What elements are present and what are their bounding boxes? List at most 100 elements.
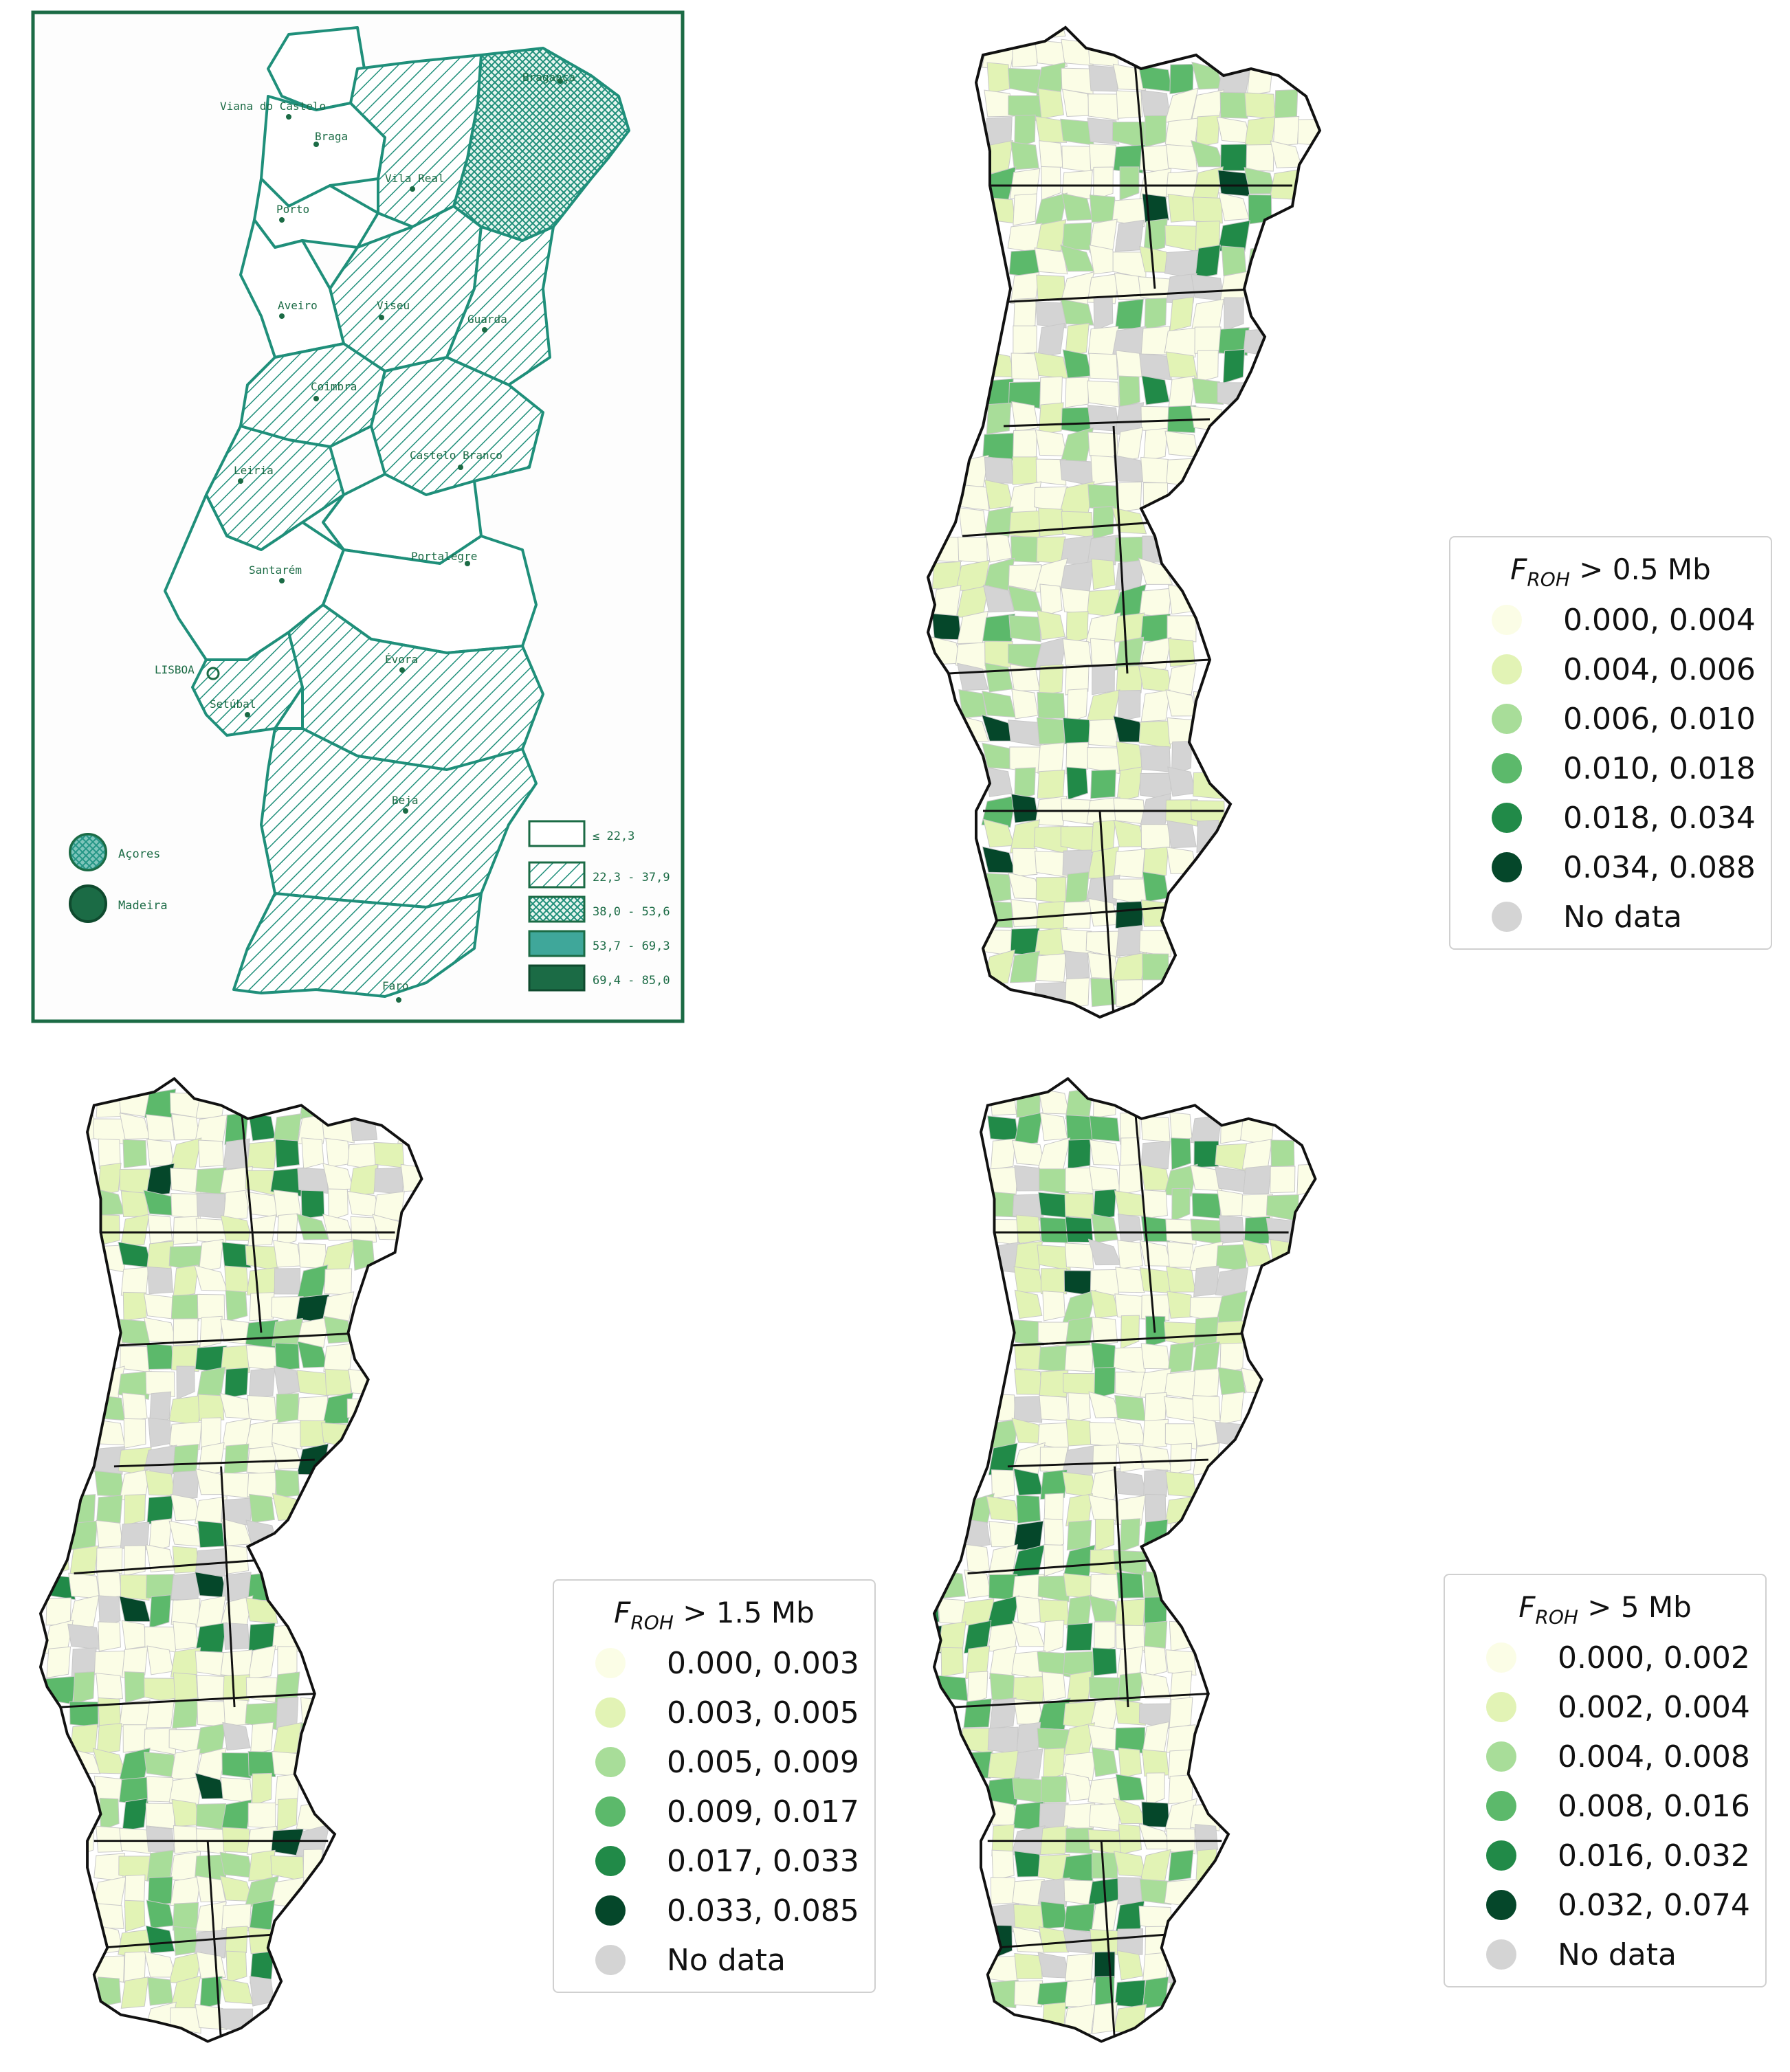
municipality (1041, 1671, 1066, 1702)
municipality (1014, 1289, 1043, 1319)
municipality (1064, 1344, 1094, 1372)
municipality (1065, 742, 1089, 775)
municipality (121, 1620, 148, 1650)
municipality (373, 1141, 405, 1168)
municipality (1035, 850, 1068, 878)
municipality (249, 1292, 275, 1322)
municipality (169, 1137, 202, 1171)
municipality (1194, 1823, 1219, 1855)
municipality (223, 1443, 250, 1475)
municipality (456, 1341, 475, 1373)
legend-swatch (1486, 1741, 1516, 1772)
district-boundary (996, 287, 1266, 304)
legend-swatch (1486, 1642, 1516, 1673)
municipality (1116, 481, 1142, 513)
municipality (98, 1697, 122, 1728)
legend-swatch (1486, 1890, 1516, 1920)
municipality (1140, 1672, 1171, 1699)
municipality (221, 1242, 252, 1269)
municipality (1012, 1777, 1045, 1804)
legend-item: 0.003, 0.005 (595, 1692, 859, 1733)
municipality (148, 1518, 172, 1552)
municipality (1065, 1418, 1093, 1447)
municipality (147, 1976, 173, 2006)
municipality (1139, 1240, 1172, 1267)
municipality (1068, 1392, 1091, 1423)
municipality (1142, 871, 1169, 902)
municipality (120, 1267, 149, 1296)
municipality (1144, 1645, 1167, 1678)
municipality (71, 1112, 97, 1143)
municipality (297, 1265, 329, 1298)
municipality (118, 1241, 152, 1268)
municipality (1141, 375, 1170, 405)
municipality (47, 1544, 69, 1577)
municipality (1242, 1952, 1272, 1979)
municipality (928, 298, 933, 328)
municipality (96, 1547, 123, 1574)
municipality (1351, 377, 1378, 408)
municipality (1164, 1370, 1198, 1400)
municipality (146, 1826, 175, 1853)
municipality (1037, 1877, 1070, 1908)
municipality (351, 1952, 377, 1983)
municipality (1092, 1747, 1118, 1777)
legend-item: No data (1492, 896, 1682, 937)
municipality (1192, 1395, 1221, 1422)
municipality (1142, 1749, 1169, 1776)
municipality (1266, 1723, 1299, 1755)
municipality (122, 1291, 147, 1321)
municipality (986, 402, 1012, 435)
municipality (1063, 1903, 1095, 1932)
municipality (1066, 1519, 1092, 1551)
municipality (1117, 1442, 1143, 1473)
municipality (122, 1798, 148, 1831)
municipality (1092, 1444, 1118, 1474)
legend-title: FROH > 5 Mb (1518, 1590, 1692, 1629)
municipality (221, 1752, 252, 1779)
municipality (937, 1880, 968, 1906)
municipality (223, 1545, 250, 1574)
municipality (120, 1214, 150, 1247)
municipality (274, 1342, 300, 1372)
municipality (1323, 1316, 1343, 1347)
legend-swatch (1486, 1840, 1516, 1871)
municipality (1033, 351, 1069, 379)
municipality (1116, 925, 1143, 957)
municipality (476, 1878, 505, 1906)
municipality (145, 1803, 175, 1829)
municipality (1274, 89, 1299, 122)
municipality (398, 1088, 422, 1115)
municipality (1087, 534, 1120, 566)
municipality (1114, 272, 1145, 300)
municipality (1139, 772, 1172, 801)
municipality (982, 690, 1016, 718)
legend-item: 0.006, 0.010 (1492, 698, 1756, 739)
municipality (41, 1675, 76, 1705)
municipality (1064, 1979, 1094, 2008)
municipality (1114, 849, 1145, 878)
municipality (1193, 1368, 1220, 1398)
municipality (220, 1214, 253, 1242)
municipality (1167, 193, 1196, 223)
municipality (404, 1875, 422, 1907)
district-boundary (1007, 1458, 1208, 1468)
municipality (252, 1772, 272, 1806)
municipality (170, 1192, 201, 1219)
municipality (197, 1394, 225, 1421)
municipality (98, 1595, 121, 1627)
municipality (1016, 1495, 1041, 1524)
legend-item: 0.008, 0.016 (1486, 1785, 1750, 1827)
municipality (73, 1671, 95, 1704)
municipality (476, 1341, 505, 1368)
municipality (276, 1213, 298, 1248)
municipality (1164, 430, 1199, 458)
municipality (1114, 2028, 1147, 2042)
municipality (1141, 1801, 1170, 1828)
municipality (1087, 380, 1120, 408)
legend-swatch (1492, 902, 1522, 932)
municipality (404, 1924, 422, 1959)
municipality (247, 1395, 277, 1422)
municipality (1120, 1315, 1140, 1350)
municipality (1014, 114, 1036, 148)
